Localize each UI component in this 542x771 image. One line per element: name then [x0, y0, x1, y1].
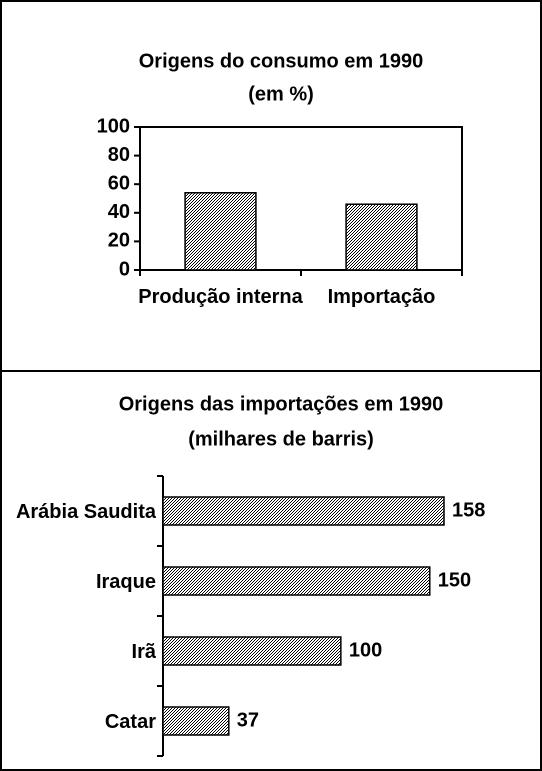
y-tick-label: 20 [108, 230, 130, 252]
x-tick-label-box: Produção interna [138, 286, 303, 308]
bar [162, 496, 445, 526]
value-label: 37 [237, 709, 259, 731]
chart-subtitle: (em %) [248, 83, 314, 105]
x-tick-label: Produção interna [138, 286, 303, 308]
bar [162, 566, 431, 596]
y-tick-label-box: Iraque [95, 571, 156, 593]
y-tick-label: 40 [108, 201, 130, 223]
y-tick-label: Catar [104, 711, 156, 733]
y-tick-label-box: Catar [104, 711, 156, 733]
bar [184, 192, 257, 271]
y-tick-label: 80 [108, 144, 130, 166]
y-tick-label: Iraque [95, 571, 156, 593]
x-tick-label-box: Importação [327, 286, 436, 308]
chart-title: Origens do consumo em 1990 [139, 50, 424, 72]
bar [162, 706, 230, 736]
y-tick-label: 60 [108, 172, 130, 194]
chart-subtitle: (milhares de barris) [188, 428, 374, 450]
y-tick-label: 0 [119, 258, 130, 280]
y-tick-label-box: Arábia Saudita [15, 501, 156, 523]
bar [345, 203, 418, 271]
x-tick-label: Importação [327, 286, 436, 308]
y-tick-label-box: Irã [131, 641, 156, 663]
value-label: 158 [452, 499, 485, 521]
value-label: 150 [438, 569, 471, 591]
chart-title: Origens das importações em 1990 [119, 393, 444, 415]
value-label: 100 [349, 639, 382, 661]
y-tick-label: 100 [97, 115, 130, 137]
y-tick-label: Irã [131, 641, 156, 663]
bar [162, 636, 342, 666]
y-tick-label: Arábia Saudita [15, 501, 156, 523]
